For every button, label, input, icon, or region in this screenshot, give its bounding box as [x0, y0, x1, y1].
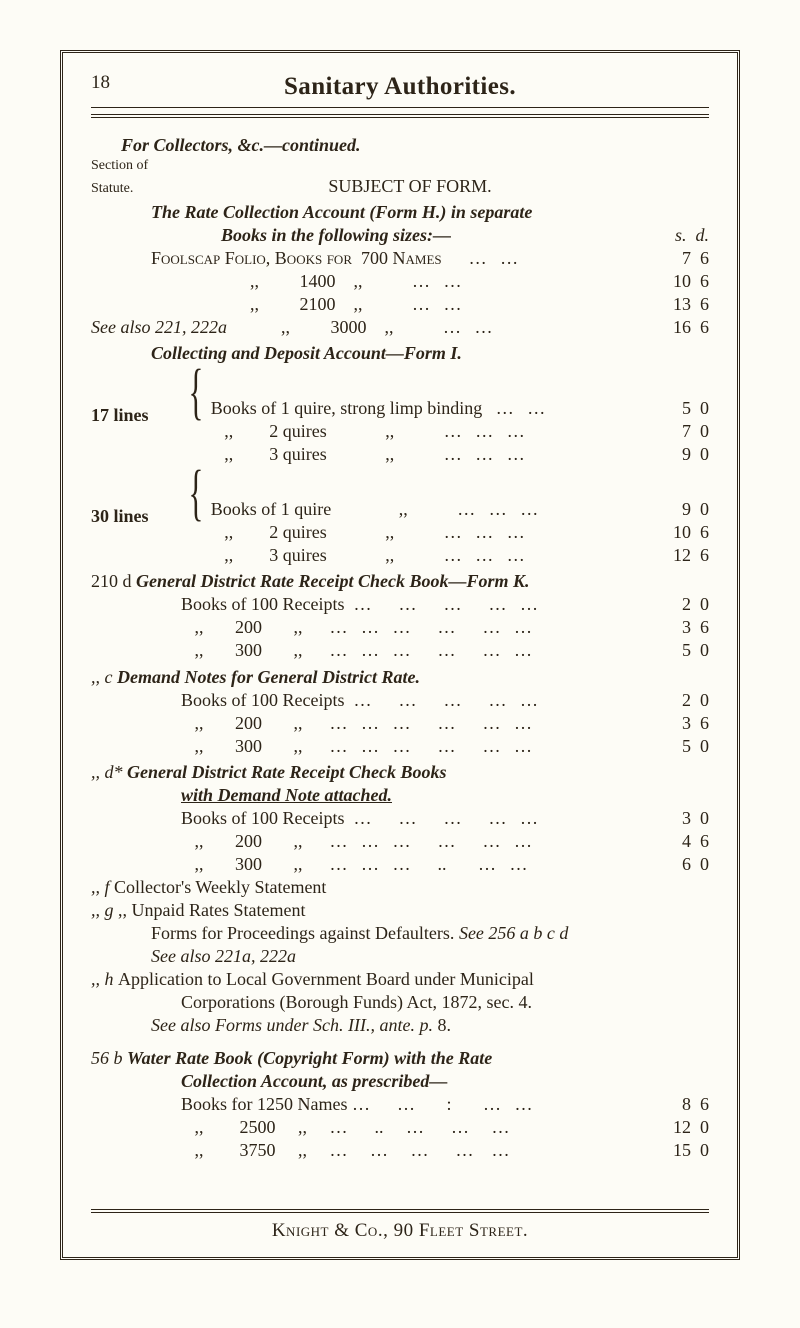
- subject-of-form: SUBJECT OF FORM.: [171, 175, 649, 198]
- sec-56b-title: 56 b Water Rate Book (Copyright Form) wi…: [91, 1047, 709, 1070]
- intro-block: For Collectors, &c.—continued. Section o…: [91, 134, 709, 198]
- section-of: Section of: [91, 157, 709, 175]
- g30-r3: ,, 3 quires ,, … … …12 6: [211, 544, 709, 567]
- sec-h-l3: See also Forms under Sch. III., ante. p.…: [91, 1014, 709, 1037]
- sc-r1: Books of 100 Receipts … … … … …2 0: [91, 689, 709, 712]
- sec-dstar-title2: with Demand Note attached.: [91, 784, 709, 807]
- collecting-title: Collecting and Deposit Account—Form I.: [91, 342, 709, 365]
- g30-r2: ,, 2 quires ,, … … …10 6: [211, 521, 709, 544]
- footer-rule: [91, 1209, 709, 1213]
- sc-r2: ,, 200 ,, … … … … … …3 6: [91, 712, 709, 735]
- sec-g-l1: ,, g ,, Unpaid Rates Statement: [91, 899, 709, 922]
- s56b-r3: ,, 3750 ,, … … … … …15 0: [91, 1139, 709, 1162]
- foolscap-r1-left: Foolscap Folio, Books for 700 Names … …: [151, 247, 649, 270]
- rate-collection-heading2: Books in the following sizes:— s. d.: [91, 224, 709, 247]
- sec-dstar-title: ,, d* General District Rate Receipt Chec…: [91, 761, 709, 784]
- brace-icon: {: [188, 363, 203, 422]
- sd-heading: s. d.: [649, 224, 709, 247]
- s56b-r2: ,, 2500 ,, … .. … … …12 0: [91, 1116, 709, 1139]
- s210d-r3: ,, 300 ,, … … … … … …5 0: [91, 639, 709, 662]
- foolscap-r3-price: 13 6: [649, 293, 709, 316]
- header-rule: [91, 114, 709, 118]
- foolscap-r4: See also 221, 222a ,, 3000 ,, … … 16 6: [91, 316, 709, 339]
- sec-f: ,, f Collector's Weekly Statement: [91, 876, 709, 899]
- sec-210d-pre: 210 d: [91, 571, 136, 591]
- s210d-r2: ,, 200 ,, … … … … … …3 6: [91, 616, 709, 639]
- foolscap-r4-left: See also 221, 222a ,, 3000 ,, … …: [91, 316, 649, 339]
- foolscap-r1: Foolscap Folio, Books for 700 Names … … …: [91, 247, 709, 270]
- sds-r2: ,, 200 ,, … … … … … …4 6: [91, 830, 709, 853]
- g17-r1: Books of 1 quire, strong limp binding … …: [211, 397, 709, 420]
- sc-r3: ,, 300 ,, … … … … … …5 0: [91, 735, 709, 758]
- page-frame: 18 Sanitary Authorities. For Collectors,…: [60, 50, 740, 1260]
- footer-text: Knight & Co., 90 Fleet Street.: [91, 1219, 709, 1243]
- statute-label: Statute.: [91, 180, 171, 198]
- header-spacer: [669, 71, 709, 103]
- rate-l1: The Rate Collection Account (Form H.) in…: [151, 201, 649, 224]
- page-number: 18: [91, 71, 131, 103]
- sds-r1: Books of 100 Receipts … … … … …3 0: [91, 807, 709, 830]
- foolscap-r4-price: 16 6: [649, 316, 709, 339]
- page-title: Sanitary Authorities.: [131, 71, 669, 103]
- sec-h-l2: Corporations (Borough Funds) Act, 1872, …: [91, 991, 709, 1014]
- group-30: 30 lines { Books of 1 quire ,, … … …9 0 …: [91, 466, 709, 567]
- sec-h-l1: ,, h Application to Local Government Boa…: [91, 968, 709, 991]
- s56b-r1: Books for 1250 Names … … : … …8 6: [91, 1093, 709, 1116]
- group-17: 17 lines { Books of 1 quire, strong limp…: [91, 365, 709, 466]
- s210d-r1: Books of 100 Receipts … … … … …2 0: [91, 593, 709, 616]
- brace-icon: {: [188, 464, 203, 523]
- g30-r1: Books of 1 quire ,, … … …9 0: [211, 498, 709, 521]
- group-30-rows: Books of 1 quire ,, … … …9 0 ,, 2 quires…: [211, 498, 709, 567]
- intro-rest: —continued.: [264, 135, 361, 155]
- rate-collection-heading: The Rate Collection Account (Form H.) in…: [91, 201, 709, 224]
- sec-g-l3: See also 221a, 222a: [91, 945, 709, 968]
- group-30-label: 30 lines: [91, 505, 181, 528]
- statute-row: Statute. SUBJECT OF FORM.: [91, 175, 709, 198]
- g17-r2: ,, 2 quires ,, … … …7 0: [211, 420, 709, 443]
- intro-line: For Collectors, &c.—continued.: [91, 134, 709, 157]
- group-17-label: 17 lines: [91, 404, 181, 427]
- page-header: 18 Sanitary Authorities.: [91, 71, 709, 108]
- intro-bold: For Collectors, &c.: [121, 135, 264, 155]
- foolscap-r2: ,, 1400 ,, … … 10 6: [91, 270, 709, 293]
- sec-c-title: ,, c Demand Notes for General District R…: [91, 666, 709, 689]
- foolscap-r3-left: ,, 2100 ,, … …: [151, 293, 649, 316]
- sds-r3: ,, 300 ,, … … … .. … …6 0: [91, 853, 709, 876]
- foolscap-r2-left: ,, 1400 ,, … …: [151, 270, 649, 293]
- group-17-rows: Books of 1 quire, strong limp binding … …: [211, 397, 709, 466]
- foolscap-r3: ,, 2100 ,, … … 13 6: [91, 293, 709, 316]
- rate-l2: Books in the following sizes:—: [91, 224, 649, 247]
- g17-r3: ,, 3 quires ,, … … …9 0: [211, 443, 709, 466]
- sec-56b-title2: Collection Account, as prescribed—: [91, 1070, 709, 1093]
- foolscap-r1-price: 7 6: [649, 247, 709, 270]
- sec-210d-title: 210 d General District Rate Receipt Chec…: [91, 570, 709, 593]
- sec-g-l2: Forms for Proceedings against Defaulters…: [91, 922, 709, 945]
- foolscap-r2-price: 10 6: [649, 270, 709, 293]
- page-footer: Knight & Co., 90 Fleet Street.: [91, 1209, 709, 1243]
